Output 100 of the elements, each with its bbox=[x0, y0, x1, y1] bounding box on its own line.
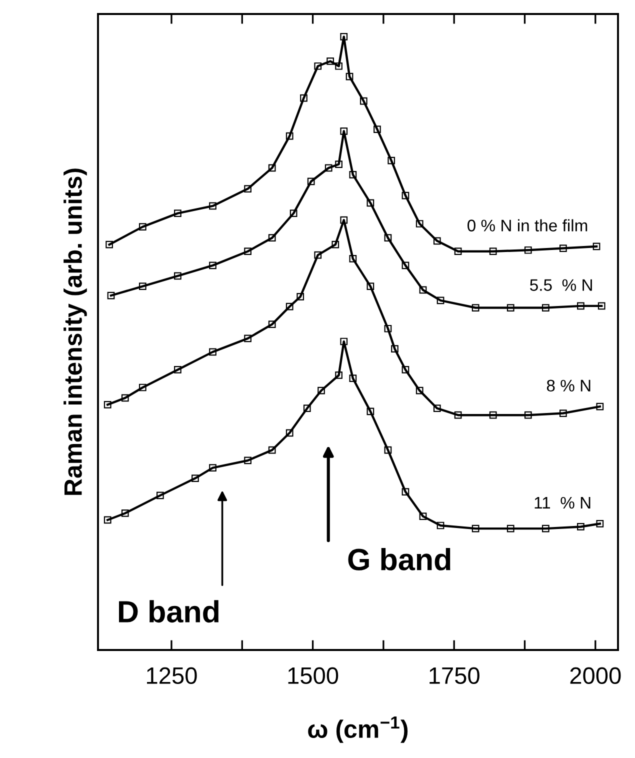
point bbox=[433, 404, 441, 412]
point bbox=[121, 394, 129, 402]
point bbox=[454, 248, 462, 256]
series-label: 8 % N bbox=[546, 380, 590, 392]
point bbox=[192, 474, 199, 482]
point bbox=[416, 386, 424, 394]
point bbox=[402, 262, 410, 270]
point bbox=[307, 178, 315, 186]
point bbox=[366, 282, 374, 290]
point bbox=[436, 522, 444, 530]
point bbox=[559, 410, 567, 417]
point bbox=[335, 160, 342, 168]
point bbox=[559, 244, 567, 252]
point bbox=[472, 524, 480, 532]
point bbox=[384, 446, 392, 454]
point bbox=[314, 251, 322, 259]
point bbox=[326, 58, 334, 65]
point bbox=[524, 411, 532, 419]
point bbox=[138, 282, 146, 290]
point bbox=[360, 97, 368, 105]
point bbox=[296, 293, 304, 300]
point bbox=[335, 372, 342, 379]
point bbox=[268, 164, 276, 172]
point bbox=[340, 216, 348, 224]
point bbox=[596, 402, 604, 410]
point bbox=[300, 94, 308, 102]
point bbox=[596, 520, 604, 528]
point bbox=[138, 223, 146, 230]
point bbox=[542, 304, 550, 312]
point bbox=[286, 302, 294, 310]
point bbox=[402, 192, 410, 200]
point bbox=[388, 156, 396, 164]
annotation: D band bbox=[118, 600, 218, 623]
y-axis-title: Raman intensity (arb. units) bbox=[64, 168, 87, 495]
point bbox=[156, 492, 164, 500]
point bbox=[384, 324, 392, 332]
point bbox=[346, 72, 354, 80]
point bbox=[454, 411, 462, 419]
series-label: 11 % N bbox=[534, 496, 590, 509]
point bbox=[268, 320, 276, 328]
point bbox=[419, 512, 427, 520]
point bbox=[366, 199, 374, 207]
point bbox=[542, 524, 550, 532]
point bbox=[489, 411, 497, 419]
point bbox=[286, 429, 294, 437]
point bbox=[286, 132, 294, 140]
point bbox=[314, 62, 322, 70]
point bbox=[121, 510, 129, 517]
point bbox=[402, 488, 410, 496]
point bbox=[506, 304, 514, 312]
point bbox=[106, 240, 113, 248]
x-tick-label: 1500 bbox=[288, 667, 338, 684]
point bbox=[104, 400, 112, 408]
point bbox=[433, 237, 441, 245]
point bbox=[209, 262, 216, 270]
x-tick-label: 1250 bbox=[147, 667, 197, 684]
point bbox=[209, 464, 216, 472]
point bbox=[303, 404, 311, 412]
point bbox=[324, 164, 332, 172]
point bbox=[244, 456, 252, 464]
point bbox=[349, 374, 357, 382]
point bbox=[366, 408, 374, 416]
point bbox=[374, 126, 381, 133]
point bbox=[598, 302, 606, 310]
point bbox=[268, 446, 276, 454]
point bbox=[104, 516, 112, 524]
point bbox=[209, 348, 216, 356]
point bbox=[577, 523, 584, 530]
point bbox=[335, 62, 342, 70]
point bbox=[244, 248, 252, 256]
point bbox=[472, 304, 480, 312]
point bbox=[349, 255, 357, 262]
point bbox=[174, 366, 182, 374]
point bbox=[524, 246, 532, 254]
series-label: 0 % N in the film bbox=[468, 219, 588, 232]
series-label: 5.5 % N bbox=[530, 279, 592, 291]
point bbox=[436, 296, 444, 304]
x-tick-label: 2000 bbox=[570, 667, 621, 684]
point bbox=[174, 210, 182, 218]
point bbox=[340, 33, 348, 40]
point bbox=[592, 242, 600, 250]
point bbox=[244, 334, 252, 342]
point bbox=[577, 302, 584, 310]
point bbox=[332, 240, 340, 248]
point bbox=[391, 345, 398, 353]
point bbox=[318, 386, 325, 394]
point bbox=[268, 234, 276, 242]
point bbox=[174, 272, 182, 280]
point bbox=[340, 127, 348, 135]
point bbox=[290, 210, 298, 218]
point bbox=[489, 248, 497, 256]
point bbox=[244, 185, 252, 192]
point bbox=[506, 524, 514, 532]
point bbox=[209, 202, 216, 210]
point bbox=[419, 286, 427, 294]
point bbox=[107, 292, 115, 300]
point bbox=[349, 171, 357, 178]
point bbox=[402, 366, 410, 374]
point bbox=[340, 338, 348, 346]
point bbox=[416, 220, 424, 228]
